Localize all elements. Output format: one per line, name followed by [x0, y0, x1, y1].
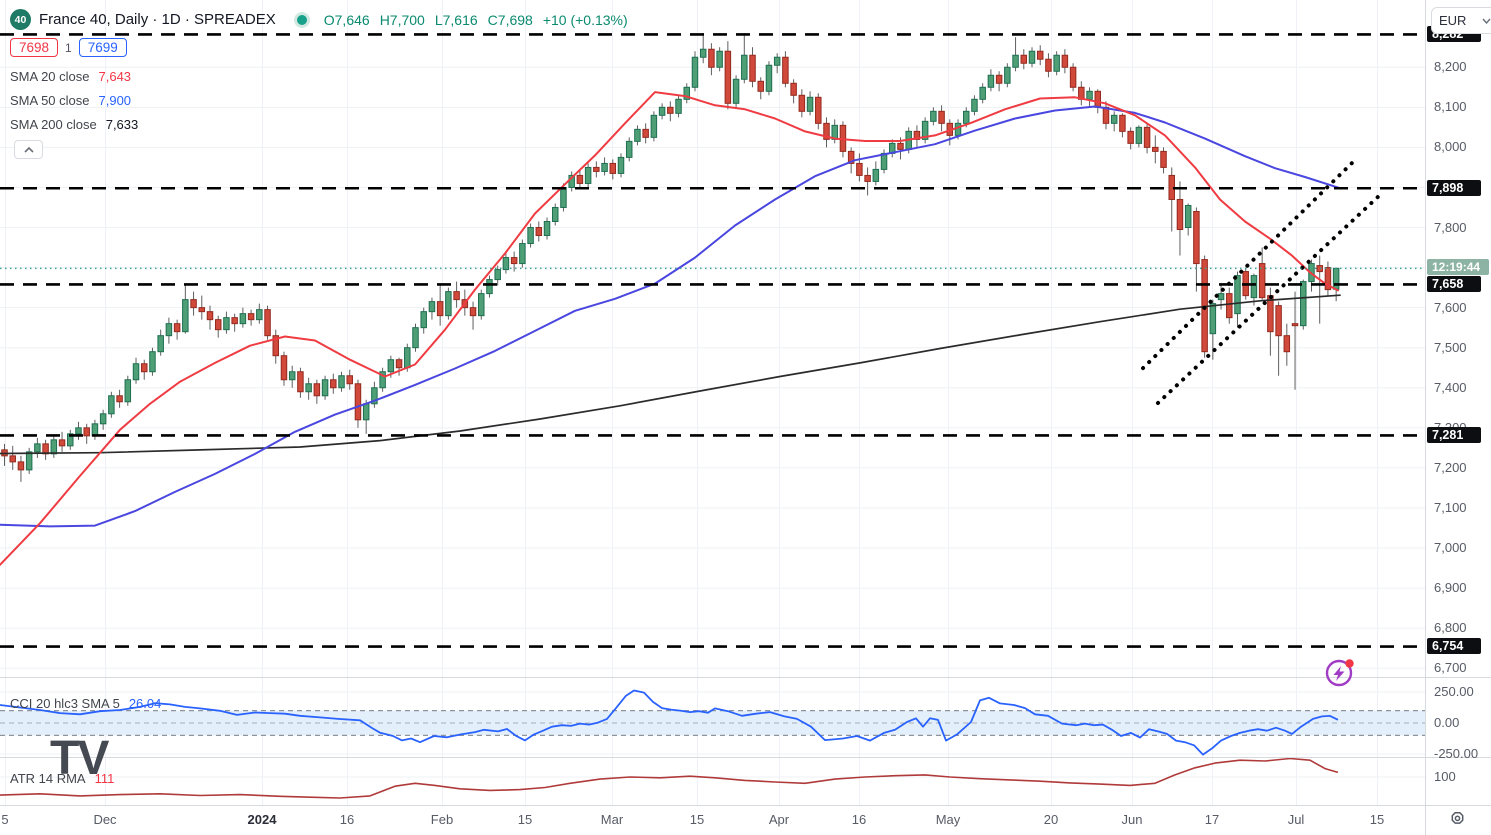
time-axis[interactable]: 5 Dec 2024 16 Feb 15 Mar 15 Apr 16 May 20 Jun 17 Jul 15 [0, 806, 1491, 835]
price-tick: 7,400 [1434, 379, 1467, 395]
cci-tick: 0.00 [1434, 715, 1460, 730]
countdown-chip: 12:19:44 [1427, 259, 1489, 276]
legend-cci[interactable]: CCI 20 hlc3 SMA 5 26.04 [10, 696, 161, 711]
quote-row: 7698 1 7699 [10, 38, 127, 57]
price-tick: 8,100 [1434, 99, 1467, 115]
price-level-chip: 7,658 [1427, 275, 1481, 292]
sma200-label: SMA 200 close [10, 117, 97, 132]
time-tick: Feb [430, 812, 454, 827]
time-tick: 15 [1369, 812, 1385, 827]
notification-dot [1345, 659, 1354, 668]
time-tick: Dec [93, 812, 117, 827]
price-tick: 7,000 [1434, 540, 1467, 555]
legend-sma200[interactable]: SMA 200 close 7,633 [10, 117, 138, 132]
time-tick: Jun [1121, 812, 1143, 827]
tradingview-watermark: TV [50, 732, 109, 785]
time-tick: Jul [1287, 812, 1305, 827]
market-status-icon [293, 11, 310, 28]
cci-value: 26.04 [128, 696, 162, 711]
price-tick: 6,900 [1434, 580, 1467, 596]
sma200-value: 7,633 [105, 117, 139, 132]
low-value: L7,616 [434, 11, 478, 28]
price-tick: 7,100 [1434, 499, 1467, 515]
time-tick: 15 [689, 812, 705, 827]
time-tick: 17 [1204, 812, 1220, 827]
sma20-label: SMA 20 close [10, 69, 90, 84]
cci-tick: -250.00 [1434, 746, 1479, 761]
legend-atr[interactable]: ATR 14 RMA 111 [10, 771, 114, 786]
chart-header: 40 France 40, Daily · 1D · SPREADEX O7,6… [10, 9, 638, 30]
change-value: +10 (+0.13%) [542, 11, 628, 28]
price-tick: 7,600 [1434, 299, 1467, 315]
symbol-title[interactable]: France 40, Daily · 1D · SPREADEX [39, 11, 276, 28]
ohlc-readout: O7,646 H7,700 L7,616 C7,698 +10 (+0.13%) [324, 12, 638, 28]
time-tick: May [935, 812, 961, 827]
atr-value: 111 [94, 771, 115, 786]
time-tick: 15 [517, 812, 533, 827]
atr-tick: 100 [1434, 769, 1456, 784]
buy-button[interactable]: 7699 [78, 38, 127, 57]
price-scale[interactable]: 8,2008,1008,0007,8007,6007,5007,4007,300… [1426, 0, 1491, 835]
close-value: C7,698 [487, 11, 533, 28]
sma50-label: SMA 50 close [10, 93, 90, 108]
price-tick: 8,000 [1434, 139, 1467, 155]
sma50-value: 7,900 [98, 93, 132, 108]
price-level-chip: 7,898 [1427, 179, 1481, 196]
cci-tick: 250.00 [1434, 684, 1474, 699]
price-level-chip: 7,281 [1427, 426, 1481, 443]
chevron-down-icon [1482, 18, 1491, 24]
price-tick: 7,200 [1434, 459, 1467, 475]
sell-button[interactable]: 7698 [10, 38, 59, 57]
high-value: H7,700 [379, 11, 425, 28]
time-tick: 16 [851, 812, 867, 827]
time-tick: 20 [1043, 812, 1059, 827]
time-tick: 5 [1, 812, 9, 827]
price-tick: 6,700 [1434, 660, 1467, 676]
time-tick: Mar [600, 812, 624, 827]
time-tick: 16 [339, 812, 355, 827]
spread-value: 1 [65, 40, 72, 55]
pane-settings-icon[interactable] [1448, 809, 1467, 833]
currency-value: EUR [1439, 13, 1467, 28]
time-tick: 2024 [247, 812, 277, 827]
price-tick: 7,800 [1434, 219, 1467, 235]
legend-sma20[interactable]: SMA 20 close 7,643 [10, 69, 131, 84]
cci-label: CCI 20 hlc3 SMA 5 [10, 696, 120, 711]
flash-icon[interactable] [1322, 654, 1358, 695]
time-tick: Apr [768, 812, 790, 827]
price-tick: 8,200 [1434, 59, 1467, 75]
collapse-legend-button[interactable] [14, 140, 43, 159]
legend-sma50[interactable]: SMA 50 close 7,900 [10, 93, 131, 108]
symbol-logo: 40 [10, 9, 31, 30]
currency-dropdown[interactable]: EUR [1431, 7, 1491, 34]
price-tick: 7,500 [1434, 339, 1467, 355]
atr-label: ATR 14 RMA [10, 771, 86, 786]
open-value: O7,646 [323, 11, 370, 28]
chevron-up-icon [23, 146, 34, 153]
sma20-value: 7,643 [98, 69, 132, 84]
price-level-chip: 6,754 [1427, 638, 1481, 655]
price-tick: 6,800 [1434, 620, 1467, 636]
